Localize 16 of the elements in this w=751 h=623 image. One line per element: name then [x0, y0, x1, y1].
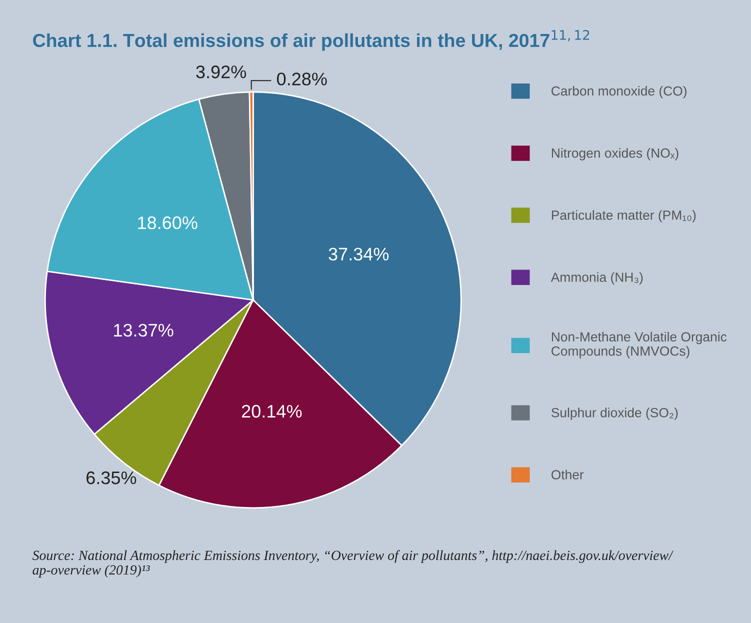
- legend-label: Particulate matter (PM₁₀): [552, 210, 696, 222]
- data-label: 0.28%: [276, 72, 327, 86]
- data-label: 13.37%: [114, 324, 174, 337]
- data-label: 3.92%: [196, 66, 246, 78]
- data-label: 20.14%: [242, 404, 302, 418]
- legend-label: Carbon monoxide (CO): [552, 86, 686, 98]
- chart-title: Chart 1.1. Total emissions of air pollutants in the UK, 2017$^{11,12}$: [33, 30, 590, 51]
- source-note: Source: National Atmospheric Emissions Inventory, “Overview of air pollutants”, http://naei.beis.gov.uk/overview/ ap-overview (2019)¹³: [32, 550, 674, 578]
- legend-label: Sulphur dioxide (SO₂): [551, 408, 678, 420]
- legend-label: Non-Methane Volatile Organic Compounds (NMVOCs): [552, 332, 727, 358]
- data-label: 37.34%: [328, 248, 389, 261]
- data-label: 6.35%: [86, 471, 136, 484]
- data-label: 18.60%: [138, 216, 198, 230]
- legend-label: Other: [552, 470, 584, 480]
- legend-label: Nitrogen oxides (NOₓ): [552, 148, 678, 160]
- legend-label: Ammonia (NH₃): [550, 272, 643, 284]
